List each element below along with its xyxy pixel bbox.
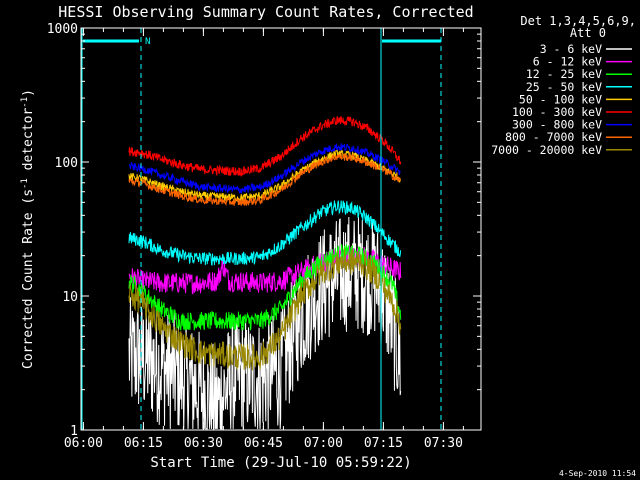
series-line-3 <box>128 200 402 266</box>
series-line-2 <box>128 244 402 331</box>
x-tick-label-3: 06:45 <box>244 436 283 451</box>
y-tick-label-1: 10 <box>62 290 78 305</box>
x-tick-label-0: 06:00 <box>64 436 103 451</box>
legend-label-5: 100 - 300 keV <box>512 105 602 119</box>
legend-label-3: 25 - 50 keV <box>526 80 602 94</box>
series-line-6 <box>128 143 401 194</box>
legend-header-2: Att 0 <box>570 26 606 40</box>
legend-label-8: 7000 - 20000 keV <box>491 143 602 157</box>
legend-label-0: 3 - 6 keV <box>540 42 602 56</box>
plot-frame <box>80 27 482 431</box>
attenuator-markers: N <box>81 28 442 430</box>
legend-label-4: 50 - 100 keV <box>519 92 602 106</box>
series-layer <box>128 116 402 430</box>
chart-title: HESSI Observing Summary Count Rates, Cor… <box>58 3 473 21</box>
y-tick-label-2: 100 <box>55 156 78 171</box>
y-tick-label-0: 1 <box>70 424 78 439</box>
attenuator-label-0: N <box>145 37 150 47</box>
x-tick-label-4: 07:00 <box>304 436 343 451</box>
series-line-5 <box>128 116 402 177</box>
x-tick-label-1: 06:15 <box>124 436 163 451</box>
x-axis-label: Start Time (29-Jul-10 05:59:22) <box>150 455 411 471</box>
x-tick-label-2: 06:30 <box>184 436 223 451</box>
series-line-8 <box>128 248 402 371</box>
y-axis-label: Corrected Count Rate (s-1 detector-1) <box>20 89 36 369</box>
series-line-7 <box>128 151 402 207</box>
date-stamp: 4-Sep-2010 11:54 <box>559 469 636 478</box>
legend-label-6: 300 - 800 keV <box>512 118 602 132</box>
legend-label-2: 12 - 25 keV <box>526 67 602 81</box>
legend-label-7: 800 - 7000 keV <box>505 130 602 144</box>
legend-label-1: 6 - 12 keV <box>533 55 602 69</box>
legend-header-1: Det 1,3,4,5,6,9, <box>520 14 636 28</box>
axes: 06:00 06:15 06:30 06:45 07:00 07:15 07:30 1 10 10… <box>47 22 481 451</box>
x-tick-label-5: 07:15 <box>364 436 403 451</box>
x-tick-label-6: 07:30 <box>424 436 463 451</box>
y-tick-label-3: 1000 <box>47 22 78 37</box>
